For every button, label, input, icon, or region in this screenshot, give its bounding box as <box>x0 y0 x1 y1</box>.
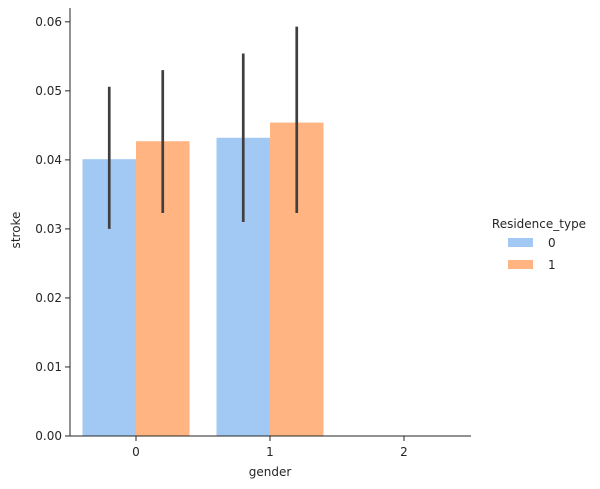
y-axis-label: stroke <box>9 212 23 249</box>
legend-label-1: 1 <box>548 258 556 272</box>
error-bars-layer <box>107 26 299 229</box>
y-tick-label: 0.03 <box>35 222 62 236</box>
ticks-layer: 0.00 0.01 0.02 0.03 0.04 0.05 0.06 0 1 2 <box>35 15 408 459</box>
x-axis-label: gender <box>249 465 292 479</box>
bars-layer <box>82 122 324 437</box>
x-tick-label: 2 <box>400 445 408 459</box>
legend-swatch-0 <box>508 238 533 247</box>
y-tick-label: 0.02 <box>35 291 62 305</box>
y-tick-label: 0.06 <box>35 15 62 29</box>
legend-title: Residence_type <box>492 217 586 231</box>
y-tick-label: 0.05 <box>35 84 62 98</box>
y-tick-label: 0.00 <box>35 429 62 443</box>
legend-swatch-1 <box>508 260 533 269</box>
y-tick-label: 0.01 <box>35 360 62 374</box>
y-tick-label: 0.04 <box>35 153 62 167</box>
x-tick-label: 0 <box>132 445 140 459</box>
x-tick-label: 1 <box>266 445 274 459</box>
legend-label-0: 0 <box>548 236 556 250</box>
legend: Residence_type 0 1 <box>492 217 586 272</box>
